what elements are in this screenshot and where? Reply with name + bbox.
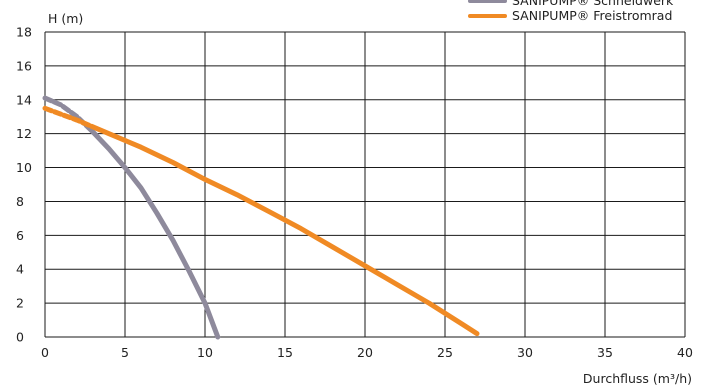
y-tick-label: 12 xyxy=(16,126,32,141)
x-tick-label: 25 xyxy=(437,345,453,360)
y-tick-labels: 0 2 4 6 8 10 12 14 16 18 xyxy=(16,25,32,345)
y-tick-label: 16 xyxy=(16,58,32,73)
y-tick-label: 14 xyxy=(16,92,32,107)
series-lines xyxy=(42,95,480,340)
x-axis-label: Durchfluss (m³/h) xyxy=(583,371,692,386)
legend: SANIPUMP® Schneidwerk SANIPUMP® Freistro… xyxy=(468,0,674,23)
x-tick-label: 10 xyxy=(197,345,213,360)
x-tick-label: 0 xyxy=(41,345,49,360)
x-tick-label: 35 xyxy=(597,345,613,360)
y-tick-label: 2 xyxy=(16,296,24,311)
legend-label-schneidwerk: SANIPUMP® Schneidwerk xyxy=(512,0,674,8)
x-tick-label: 30 xyxy=(517,345,533,360)
y-tick-label: 8 xyxy=(16,194,24,209)
x-tick-label: 20 xyxy=(357,345,373,360)
x-tick-labels: 0 5 10 15 20 25 30 35 40 xyxy=(41,345,693,360)
grid-lines xyxy=(44,31,686,338)
y-tick-label: 0 xyxy=(16,330,24,345)
x-tick-label: 15 xyxy=(277,345,293,360)
x-tick-label: 5 xyxy=(121,345,129,360)
y-tick-label: 4 xyxy=(16,262,24,277)
y-axis-label: H (m) xyxy=(48,11,83,26)
y-tick-label: 6 xyxy=(16,228,24,243)
series-line-freistromrad xyxy=(42,105,480,337)
legend-label-freistromrad: SANIPUMP® Freistromrad xyxy=(512,8,672,23)
y-tick-label: 10 xyxy=(16,160,32,175)
x-tick-label: 40 xyxy=(677,345,693,360)
series-line-schneidwerk xyxy=(42,95,221,340)
y-tick-label: 18 xyxy=(16,25,32,40)
